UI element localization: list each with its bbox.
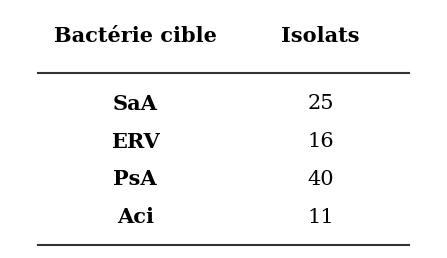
Text: 25: 25 [308, 94, 334, 113]
Text: SaA: SaA [113, 94, 158, 114]
Text: 11: 11 [307, 208, 334, 227]
Text: Isolats: Isolats [281, 26, 360, 46]
Text: PsA: PsA [114, 170, 157, 189]
Text: Aci: Aci [117, 207, 154, 227]
Text: 40: 40 [307, 170, 334, 189]
Text: Bactérie cible: Bactérie cible [54, 26, 217, 46]
Text: ERV: ERV [111, 132, 160, 152]
Text: 16: 16 [307, 132, 334, 151]
